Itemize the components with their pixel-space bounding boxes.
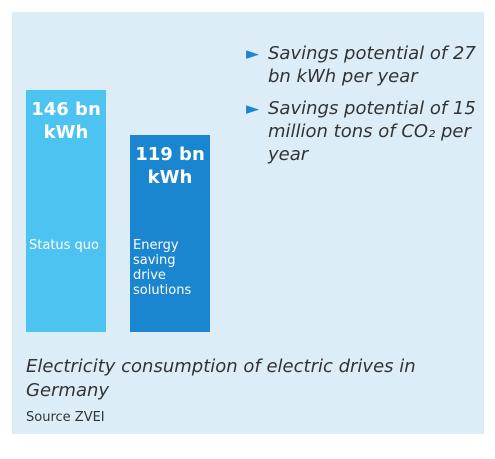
source: Source ZVEI (26, 410, 105, 425)
value-label: 119 bn kWh (135, 143, 205, 188)
chart-title: Electricity consumption of electric driv… (26, 356, 416, 401)
value-label: 146 bn kWh (31, 99, 101, 143)
bullet-arrow: ► (246, 99, 260, 119)
category-label: Status quo (29, 238, 100, 253)
bar (130, 134, 210, 332)
annotation: Savings potential of 27 bn kWh per year (268, 43, 476, 87)
bar (26, 90, 106, 332)
category-label: Energy saving drive solutions (133, 238, 192, 298)
annotation: Savings potential of 15 million tons of … (268, 98, 476, 165)
panel: ► Savings potential of 27 bn kWh per yea… (12, 12, 484, 434)
bullet-arrow: ► (246, 44, 260, 64)
